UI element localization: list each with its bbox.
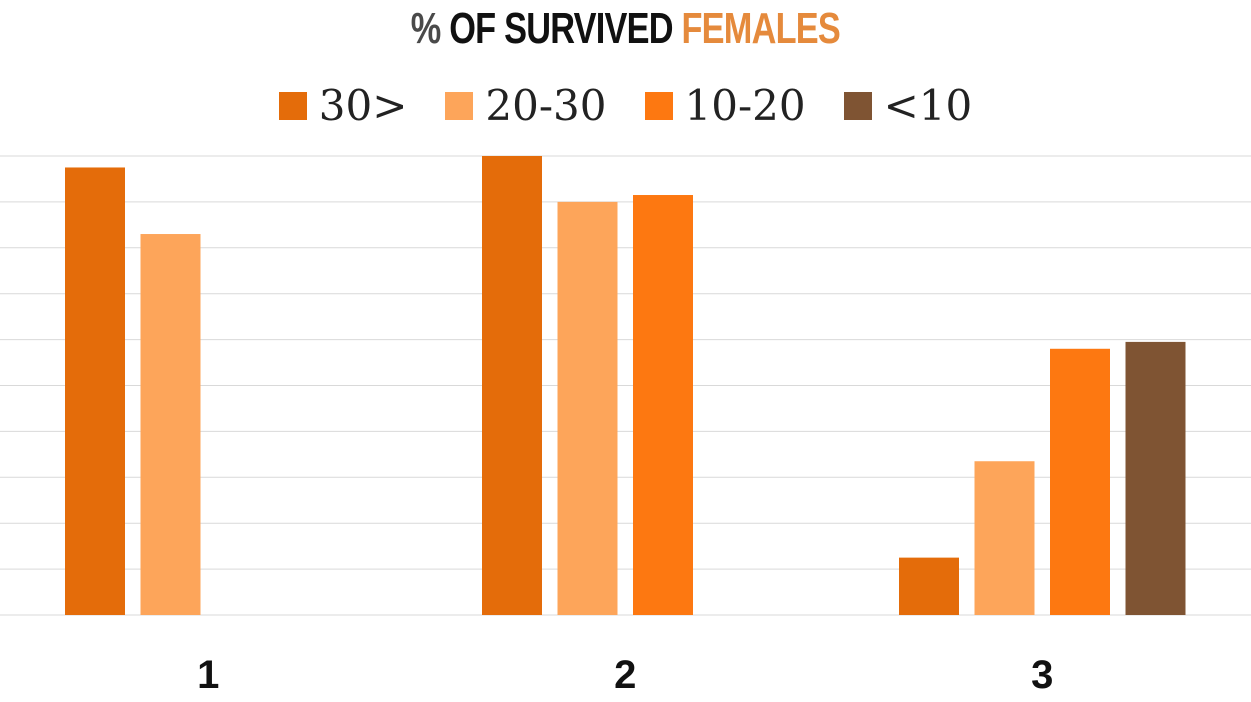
bar-2-30> [482,156,542,615]
bar-2-20-30 [557,201,618,615]
legend-swatch-10-20 [644,92,673,120]
legend-item-under-10: <10 [843,78,973,134]
legend-item-10-20: 10-20 [644,78,806,134]
legend-item-30-plus: 30> [278,78,408,134]
legend-label-30-plus: 30> [318,81,408,130]
bar-3-20-30 [974,461,1035,615]
x-tick-label: 2 [614,653,636,697]
chart-title: % OF SURVIVED FEMALES [138,4,1114,54]
chart-title-prefix: % [410,4,442,53]
bar-3-<10 [1125,341,1186,615]
chart-title-accent: FEMALES [681,4,841,53]
bar-1-30> [65,167,125,615]
legend-swatch-30-plus [278,92,307,120]
legend-swatch-under-10 [843,92,872,120]
legend-label-under-10: <10 [883,81,973,130]
legend-label-20-30: 20-30 [485,81,607,130]
legend-swatch-20-30 [445,92,474,120]
x-tick-label: 1 [197,653,219,697]
x-tick-label: 3 [1031,653,1053,697]
chart-title-main: OF SURVIVED [449,4,673,53]
legend-label-10-20: 10-20 [684,81,806,130]
legend-item-20-30: 20-30 [445,78,607,134]
bar-1-20-30 [140,234,201,615]
bar-3-10-20 [1050,348,1110,615]
bar-3-30> [899,557,959,615]
bar-2-10-20 [633,195,693,615]
chart-legend: 30> 20-30 10-20 <10 [0,78,1251,134]
